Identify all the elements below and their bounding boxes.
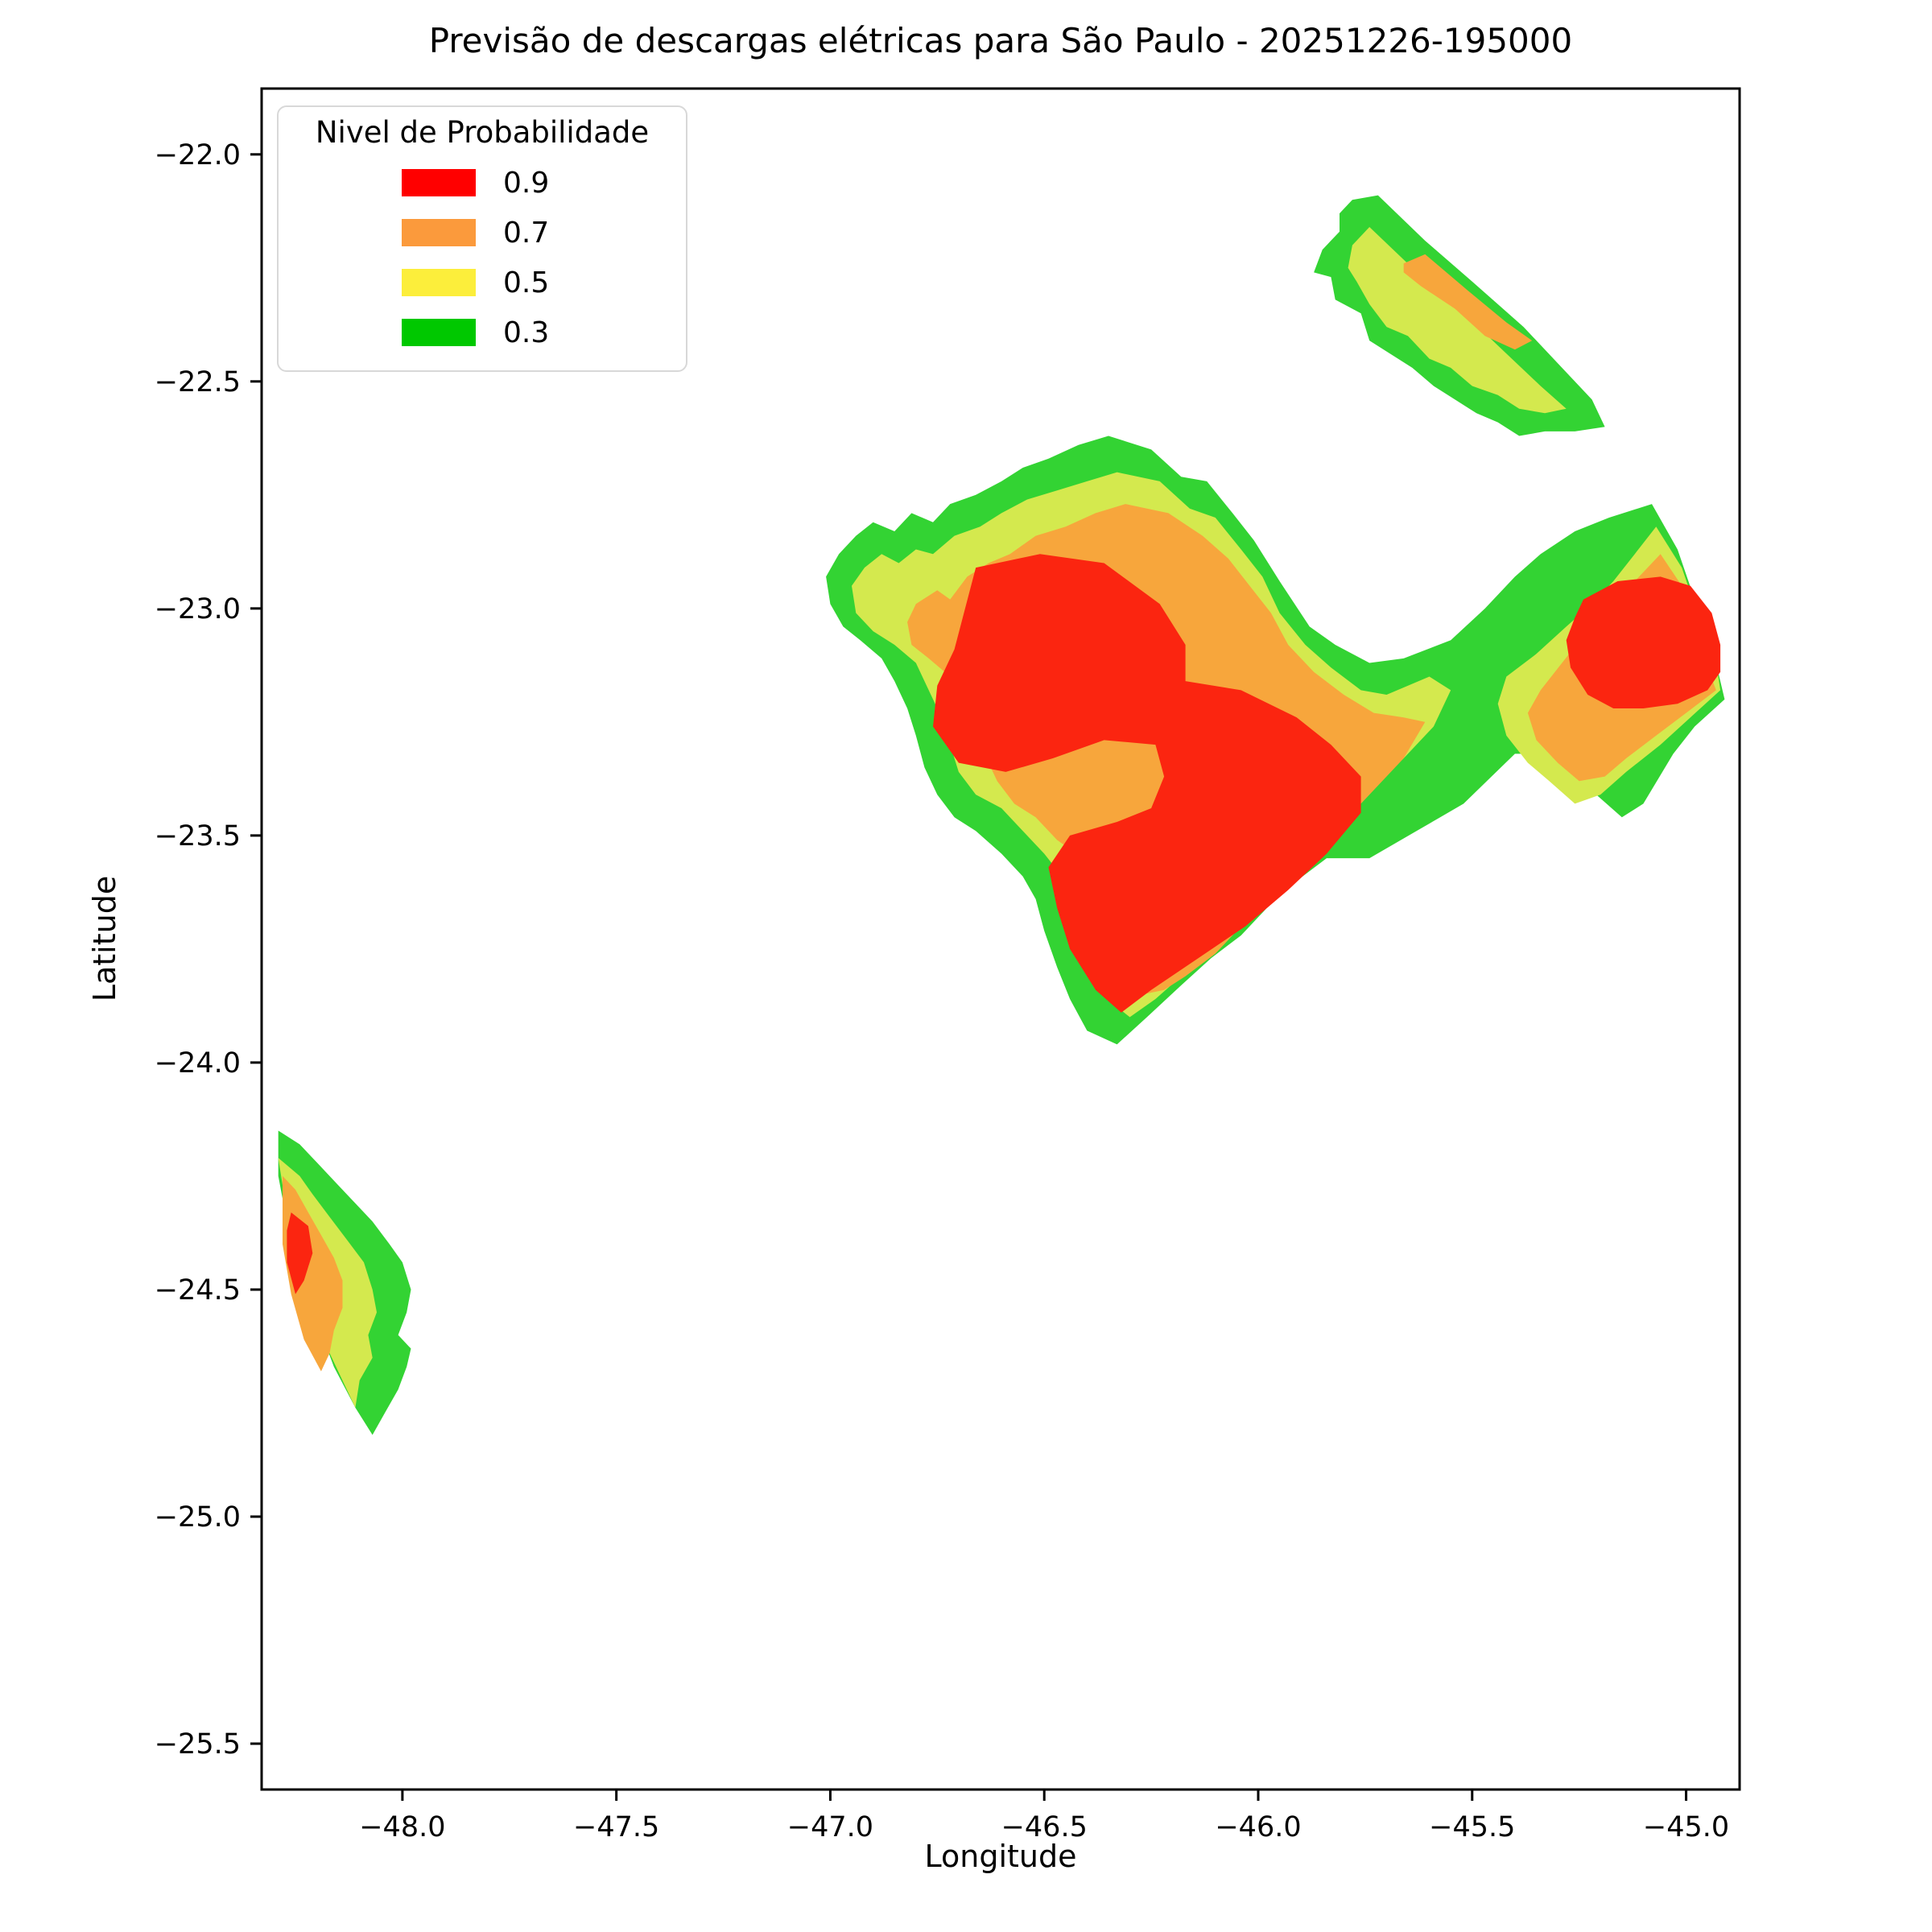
y-tick-label: −24.0 <box>155 1047 241 1080</box>
legend-swatch-0.7 <box>402 219 476 246</box>
legend-label-0.9: 0.9 <box>503 166 550 200</box>
legend-swatch-0.3 <box>402 319 476 346</box>
legend-label-0.3: 0.3 <box>503 316 550 349</box>
legend-swatch-0.5 <box>402 269 476 296</box>
x-axis-ticks: −48.0 −47.5 −47.0 −46.5 −46.0 −45.5 −45.0 <box>359 1790 1729 1843</box>
legend-entry: 0.3 <box>293 308 671 357</box>
x-tick-label: −46.5 <box>1001 1811 1088 1843</box>
x-tick-label: −47.5 <box>573 1811 659 1843</box>
y-axis-ticks: −22.0 −22.5 −23.0 −23.5 −24.0 −24.5 −25.0 −25.5 <box>155 139 262 1761</box>
x-tick-label: −47.0 <box>787 1811 873 1843</box>
x-tick-label: −48.0 <box>359 1811 445 1843</box>
contour-region-northeast-cell-p07 <box>1403 254 1533 350</box>
y-tick-label: −25.5 <box>155 1728 241 1761</box>
x-tick-label: −45.0 <box>1643 1811 1729 1843</box>
x-tick-label: −45.5 <box>1429 1811 1515 1843</box>
y-tick-label: −22.5 <box>155 366 241 398</box>
contour-region-southwest-cell-p09 <box>287 1212 313 1294</box>
legend-label-0.5: 0.5 <box>503 266 550 299</box>
y-tick-label: −25.0 <box>155 1501 241 1534</box>
y-tick-label: −23.5 <box>155 820 241 852</box>
legend-entry: 0.5 <box>293 258 671 308</box>
axes-spines <box>260 87 1741 1791</box>
contour-region-east-cell-p09 <box>1566 576 1721 708</box>
legend: Nivel de Probabilidade 0.9 0.7 0.5 0.3 <box>277 105 687 372</box>
legend-swatch-0.9 <box>402 169 476 196</box>
legend-label-0.7: 0.7 <box>503 216 550 250</box>
chart-title: Previsão de descargas elétricas para São… <box>428 21 1573 60</box>
y-tick-label: −24.5 <box>155 1274 241 1307</box>
contour-region-main-cell-p09 <box>933 554 1361 1013</box>
x-tick-label: −46.0 <box>1215 1811 1301 1843</box>
legend-entry: 0.7 <box>293 208 671 258</box>
contour-regions <box>278 195 1725 1435</box>
legend-entry: 0.9 <box>293 158 671 208</box>
x-axis-label: Longitude <box>924 1839 1077 1874</box>
contour-region-northeast-cell-p05 <box>1348 227 1567 414</box>
y-tick-label: −22.0 <box>155 139 241 171</box>
legend-title: Nivel de Probabilidade <box>315 115 650 150</box>
y-tick-label: −23.0 <box>155 593 241 625</box>
y-axis-label: Latitude <box>87 875 122 1002</box>
